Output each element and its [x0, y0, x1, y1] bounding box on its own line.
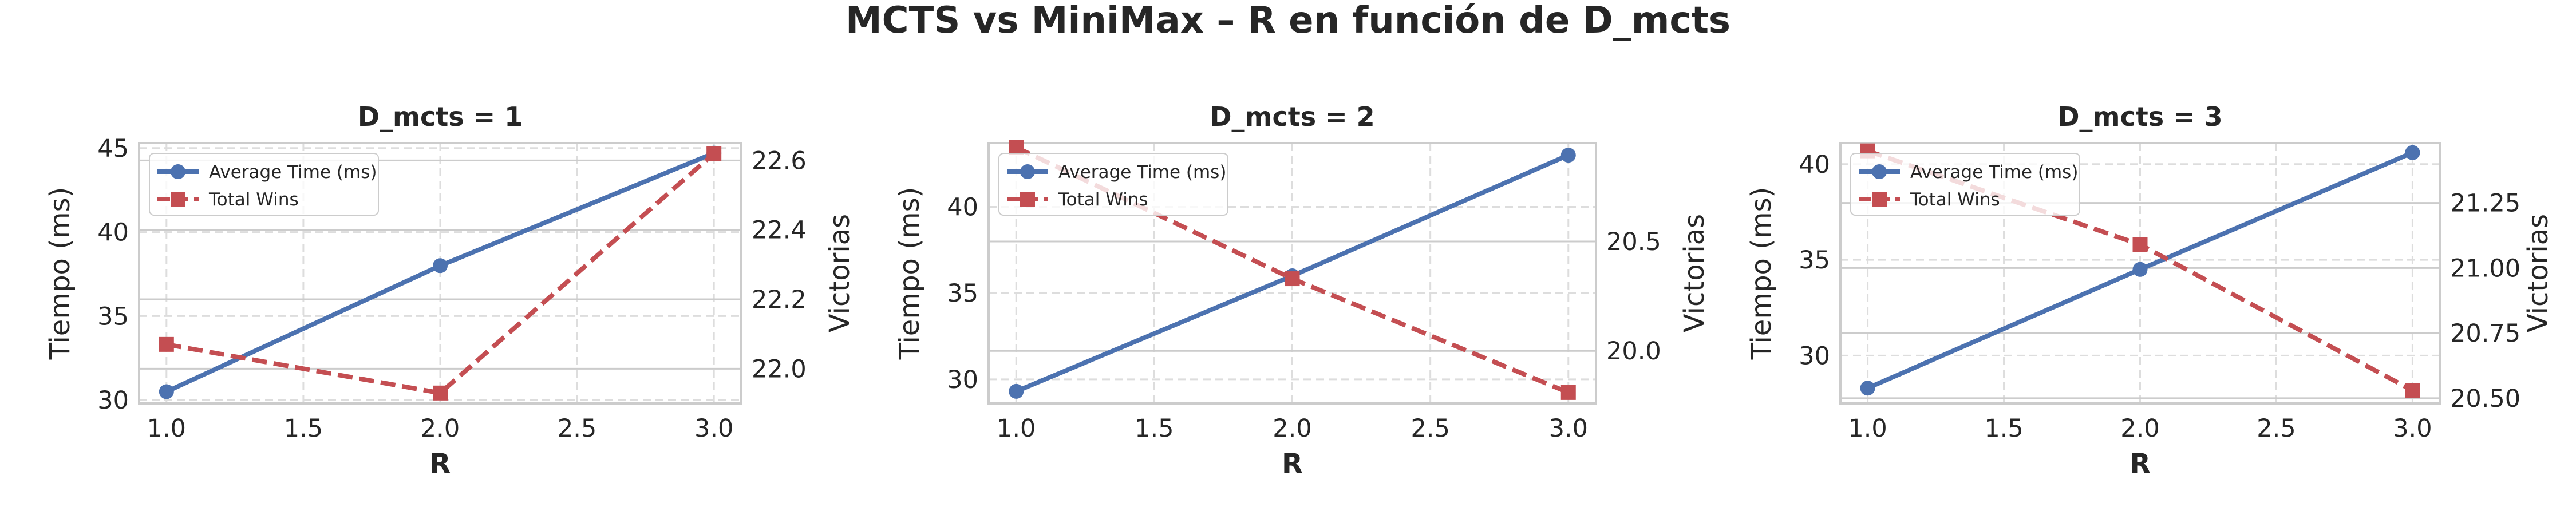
time-point: [433, 258, 448, 274]
y2-tick-label: 20.75: [2450, 319, 2520, 348]
wins-series-line: [166, 152, 716, 395]
chart-panel-1: 1.0 1.5 2.0 2.5 3.0 30 35 40 45 22.0 22.2 22.4 22.6 D…: [44, 101, 856, 480]
y-axis-label: Tiempo (ms): [1745, 187, 1777, 360]
y2-tick-label: 20.5: [1606, 228, 1661, 256]
x-tick-label: 3.0: [694, 414, 733, 443]
legend-wins-label: Total Wins: [1058, 189, 1148, 210]
legend-time-label: Average Time (ms): [1058, 162, 1226, 183]
y2-tick-label: 21.00: [2450, 254, 2520, 283]
legend-time-marker: [1872, 164, 1887, 179]
time-point: [2405, 145, 2420, 160]
x-tick-label: 1.0: [997, 414, 1036, 443]
chart-panel-3: 1.0 1.5 2.0 2.5 3.0 30 35 40 20.50 20.75 21.00 21.2…: [1745, 101, 2554, 480]
x-tick-label: 2.5: [2257, 414, 2296, 443]
y2-tick-label: 20.50: [2450, 385, 2520, 413]
wins-point: [433, 385, 448, 401]
legend: Average Time (ms) Total Wins: [149, 153, 379, 216]
x-tick-label: 2.0: [421, 414, 460, 443]
time-point: [1560, 148, 1576, 163]
x-tick-label: 2.5: [1411, 414, 1449, 443]
plot-frame: [1839, 142, 2441, 405]
legend: Average Time (ms) Total Wins: [998, 153, 1228, 216]
y-tick-label: 35: [1799, 246, 1830, 275]
x-tick-label: 1.0: [147, 414, 186, 443]
x-tick-label: 1.5: [284, 414, 323, 443]
time-point: [1009, 383, 1024, 399]
y2-tick-label: 22.0: [752, 355, 807, 383]
legend-time-label: Average Time (ms): [1910, 162, 2078, 183]
legend-wins-label: Total Wins: [208, 189, 299, 210]
x-axis-label: R: [430, 448, 451, 480]
figure-title: MCTS vs MiniMax – R en función de D_mcts: [846, 0, 1730, 42]
legend: Average Time (ms) Total Wins: [1850, 153, 2080, 216]
time-point: [1860, 381, 1875, 396]
time-point: [159, 384, 174, 399]
x-tick-label: 1.5: [1135, 414, 1174, 443]
legend-wins-marker: [1020, 192, 1035, 207]
legend-box: [1850, 153, 2080, 216]
legend-wins-marker: [171, 192, 185, 207]
x-tick-label: 1.0: [1848, 414, 1887, 443]
panel-title: D_mcts = 3: [2057, 101, 2222, 132]
y2-axis-label: Victorias: [2522, 214, 2554, 332]
wins-point: [2132, 237, 2148, 252]
legend-wins-label: Total Wins: [1910, 189, 2000, 210]
y-tick-label: 35: [947, 279, 978, 308]
y2-axis-label: Victorias: [824, 214, 856, 332]
wins-point: [1285, 271, 1300, 287]
x-tick-label: 3.0: [1549, 414, 1588, 443]
wins-point: [1009, 140, 1024, 155]
y2-tick-label: 22.2: [752, 286, 807, 314]
legend-time-marker: [1020, 164, 1035, 179]
y-tick-label: 40: [947, 193, 978, 221]
plot-frame: [138, 142, 742, 405]
y-tick-label: 30: [947, 366, 978, 394]
wins-point: [2405, 383, 2420, 398]
x-tick-label: 2.0: [1273, 414, 1311, 443]
y-tick-label: 30: [97, 386, 129, 415]
y2-tick-label: 21.25: [2450, 189, 2520, 218]
y2-tick-label: 20.0: [1606, 337, 1661, 366]
time-point: [2132, 262, 2148, 277]
y-tick-label: 30: [1799, 342, 1830, 370]
y-axis-label: Tiempo (ms): [44, 187, 76, 360]
panel-title: D_mcts = 1: [358, 101, 523, 132]
y2-tick-label: 22.4: [752, 216, 807, 245]
y-tick-label: 45: [97, 134, 129, 163]
legend-time-label: Average Time (ms): [209, 162, 377, 183]
x-axis-label: R: [2129, 448, 2151, 480]
y2-tick-label: 22.6: [752, 146, 807, 175]
x-tick-label: 1.5: [1984, 414, 2023, 443]
panel-title: D_mcts = 2: [1210, 101, 1374, 132]
wins-point: [159, 336, 174, 352]
y2-axis-label: Victorias: [1678, 214, 1710, 332]
x-tick-label: 2.0: [2120, 414, 2159, 443]
legend-box: [149, 153, 379, 216]
panels: 1.0 1.5 2.0 2.5 3.0 30 35 40 45 22.0 22.2 22.4 22.6 D…: [44, 101, 2554, 480]
x-tick-label: 2.5: [558, 414, 596, 443]
y-tick-label: 35: [97, 302, 129, 331]
legend-box: [998, 153, 1228, 216]
x-tick-label: 3.0: [2393, 414, 2432, 443]
legend-wins-marker: [1872, 192, 1887, 207]
y-tick-label: 40: [97, 219, 129, 247]
wins-point: [706, 146, 722, 161]
y-tick-label: 40: [1799, 150, 1830, 179]
y-axis-label: Tiempo (ms): [894, 187, 926, 360]
chart-panel-2: 1.0 1.5 2.0 2.5 3.0 30 35 40 20.0 20.5 D_mcts = 2 R…: [894, 101, 1710, 480]
legend-time-marker: [171, 164, 185, 179]
x-axis-label: R: [1282, 448, 1303, 480]
wins-point: [1560, 385, 1576, 400]
plot-frame: [987, 142, 1597, 405]
